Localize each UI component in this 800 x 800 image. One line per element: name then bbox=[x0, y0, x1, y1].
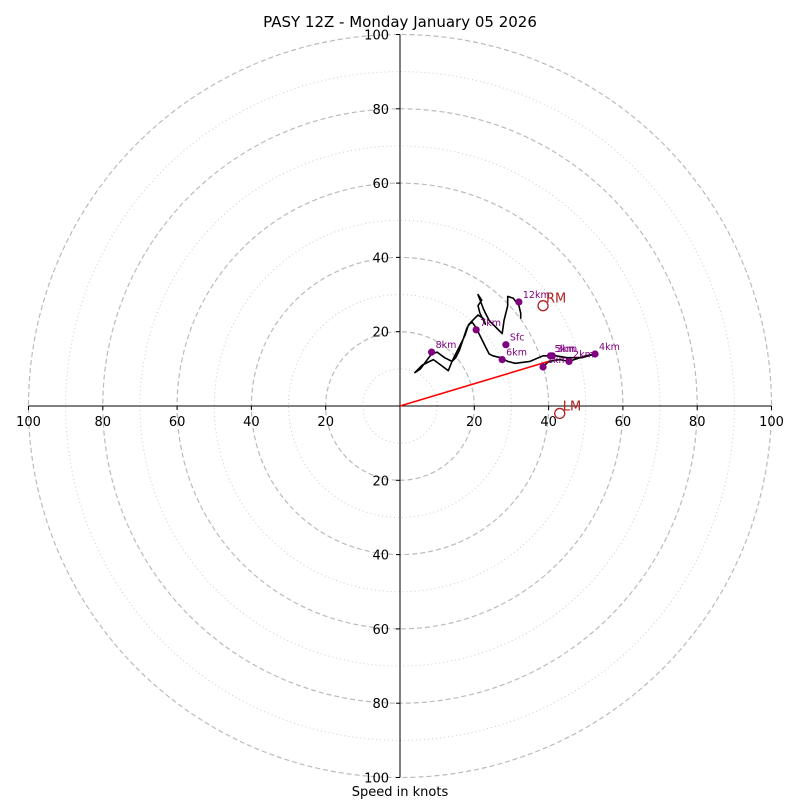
y-tick-label: 60 bbox=[372, 177, 389, 192]
y-tick-label: 100 bbox=[364, 772, 389, 787]
x-tick-label: 20 bbox=[317, 415, 334, 430]
storm-motion-lm bbox=[554, 407, 566, 420]
x-tick-label: 80 bbox=[95, 415, 112, 430]
height-label-1km: 1km bbox=[547, 355, 568, 366]
x-tick-label: 60 bbox=[615, 415, 632, 430]
height-label-8km: 8km bbox=[436, 340, 457, 351]
wind-profile bbox=[414, 293, 596, 374]
x-tick-label: 100 bbox=[759, 415, 784, 430]
x-tick-label: 60 bbox=[169, 415, 186, 430]
x-tick-label: 100 bbox=[16, 415, 41, 430]
height-point-2km bbox=[565, 357, 573, 366]
y-tick-label: 20 bbox=[372, 474, 389, 489]
y-tick-label: 80 bbox=[372, 103, 389, 118]
y-tick-label: 80 bbox=[372, 697, 389, 712]
height-label-4km: 4km bbox=[599, 342, 620, 353]
height-label-2km: 2km bbox=[573, 349, 594, 360]
y-tick-label: 100 bbox=[364, 29, 389, 44]
y-tick-label: 40 bbox=[372, 251, 389, 266]
height-label-6km: 6km bbox=[506, 348, 527, 359]
height-point-4km bbox=[591, 350, 599, 358]
height-label-3km: 3km bbox=[556, 344, 577, 355]
chart-title: PASY 12Z - Monday January 05 2026 bbox=[263, 13, 537, 31]
hodograph-trace bbox=[414, 293, 596, 374]
height-point-sfc bbox=[502, 341, 510, 349]
height-label-7km: 7km bbox=[480, 318, 501, 329]
height-point-6km bbox=[498, 355, 506, 364]
height-point-1km bbox=[539, 363, 547, 371]
y-tick-label: 60 bbox=[372, 623, 389, 638]
height-point-12km bbox=[515, 298, 523, 306]
height-label-5km: 5km bbox=[554, 344, 575, 355]
x-tick-label: 20 bbox=[466, 415, 483, 430]
height-point-8km bbox=[427, 348, 436, 356]
height-label-sfc: Sfc bbox=[510, 333, 525, 344]
y-tick-label: 40 bbox=[372, 549, 389, 564]
storm-motion-label-lm: LM bbox=[563, 399, 581, 414]
axis-tick-labels: 20 20 20 20 40 40 40 40 60 60 60 60 80 80 80 80 100 100 10… bbox=[16, 29, 784, 787]
storm-motion-rm bbox=[537, 300, 549, 312]
storm-motion-label-rm: RM bbox=[546, 292, 566, 307]
height-point-7km bbox=[472, 326, 480, 334]
x-tick-label: 40 bbox=[540, 415, 557, 430]
shear-vector-line bbox=[399, 360, 549, 407]
x-tick-label: 80 bbox=[689, 415, 706, 430]
y-tick-label: 20 bbox=[372, 326, 389, 341]
shear-vector bbox=[399, 360, 549, 407]
storm-motions: RM LM bbox=[537, 292, 581, 420]
x-axis-label: Speed in knots bbox=[352, 785, 449, 800]
x-tick-label: 40 bbox=[243, 415, 260, 430]
height-label-12km: 12km bbox=[523, 290, 550, 301]
height-point-5km bbox=[546, 352, 555, 360]
